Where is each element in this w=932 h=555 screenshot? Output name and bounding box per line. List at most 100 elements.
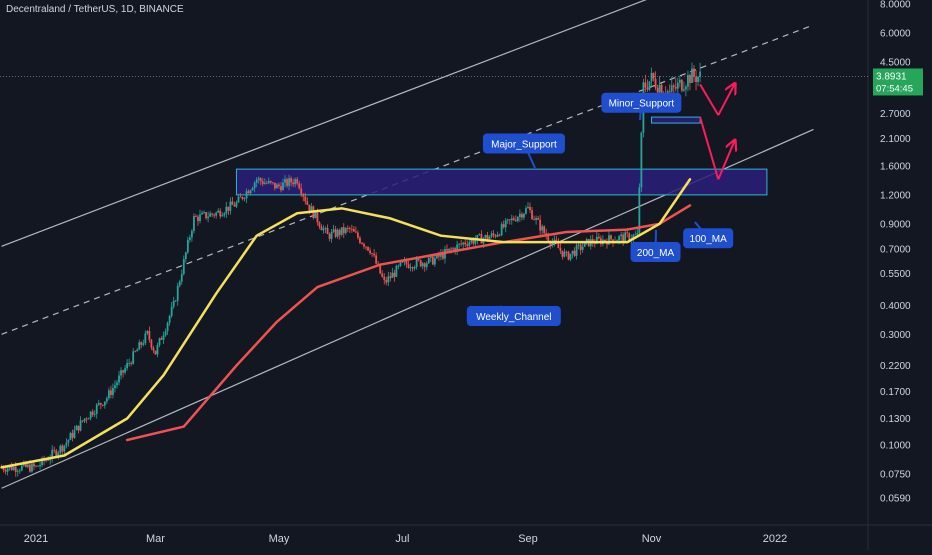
candle-body [687,75,689,87]
candle-body [19,470,21,471]
y-tick-label: 8.0000 [880,0,911,11]
candle-body [432,257,434,265]
candle-body [33,463,35,466]
candle-body [72,433,74,438]
candle-body [169,316,171,323]
candle-body [347,228,349,229]
candle-body [155,351,157,355]
candle-body [209,213,211,216]
candle-body [165,331,167,335]
candle-body [693,69,695,77]
y-tick-label: 0.7000 [880,245,911,256]
candle-body [302,194,304,196]
candle-body [517,217,519,221]
candle-body [231,202,233,205]
candle-body [655,79,657,88]
zone-minor-support [651,117,700,123]
candle-body [126,363,128,368]
candle-body [82,420,84,421]
candle-body [225,207,227,214]
candle-body [574,251,576,256]
candle-body [242,197,244,199]
candle-body [189,237,191,239]
candle-body [657,88,659,92]
candle-body [70,433,72,440]
candle-body [691,69,693,83]
candle-body [288,178,290,186]
candle-body [519,214,521,217]
candle-body [92,412,94,415]
x-tick-label: Mar [146,533,165,545]
candle-body [531,210,533,219]
candle-body [65,443,67,446]
candle-body [661,85,663,94]
forecast-arrow-1 [718,84,734,115]
y-tick-label: 0.4000 [880,301,911,312]
candle-body [618,236,620,240]
candle-body [217,211,219,213]
candle-body [151,340,153,348]
candle-body [240,197,242,198]
candle-body [122,370,124,372]
candle-body [148,331,150,340]
candle-body [653,73,655,79]
candle-body [108,390,110,398]
candle-body [234,205,236,207]
candle-body [102,405,104,406]
candle-body [671,85,673,91]
candle-body [17,471,19,472]
candle-body [381,273,383,276]
candle-body [620,235,622,237]
candle-body [541,226,543,230]
x-tick-label: Sep [518,533,538,545]
candle-body [300,188,302,194]
candles-group [1,62,701,476]
candle-body [383,277,385,280]
candle-body [27,465,29,467]
candle-body [221,215,223,216]
candle-body [333,229,335,232]
candle-body [636,233,638,234]
candle-body [468,242,470,246]
candle-body [246,191,248,198]
candle-body [387,276,389,282]
candle-body [673,85,675,87]
candle-body [634,234,636,235]
candle-body [513,218,515,220]
y-tick-label: 2.7000 [880,109,911,120]
candle-body [659,85,661,93]
candle-body [7,468,9,471]
candle-body [223,214,225,216]
annotation-label: Weekly_Channel [476,312,551,323]
candle-body [385,280,387,282]
candle-body [321,227,323,230]
candle-body [264,183,266,184]
candle-body [274,183,276,189]
candle-body [337,230,339,237]
candle-body [497,235,499,237]
candle-body [699,72,701,77]
price-tag-value: 3.8931 [876,71,907,82]
candle-body [697,77,699,82]
candle-body [568,252,570,260]
candle-body [146,331,148,333]
candle-body [37,466,39,467]
candle-body [408,264,410,268]
candle-body [286,179,288,186]
annotation-major-support: Major_Support [483,133,565,168]
candle-body [566,252,568,253]
candle-body [695,77,697,82]
candle-body [428,258,430,263]
candle-body [284,179,286,182]
candle-body [106,398,108,401]
candle-body [647,88,649,90]
candle-body [499,235,501,236]
candle-body [564,252,566,257]
candle-body [474,240,476,243]
candle-body [5,470,7,472]
candle-body [211,213,213,214]
candle-body [677,83,679,89]
candle-body [171,307,173,316]
candle-body [649,81,651,89]
